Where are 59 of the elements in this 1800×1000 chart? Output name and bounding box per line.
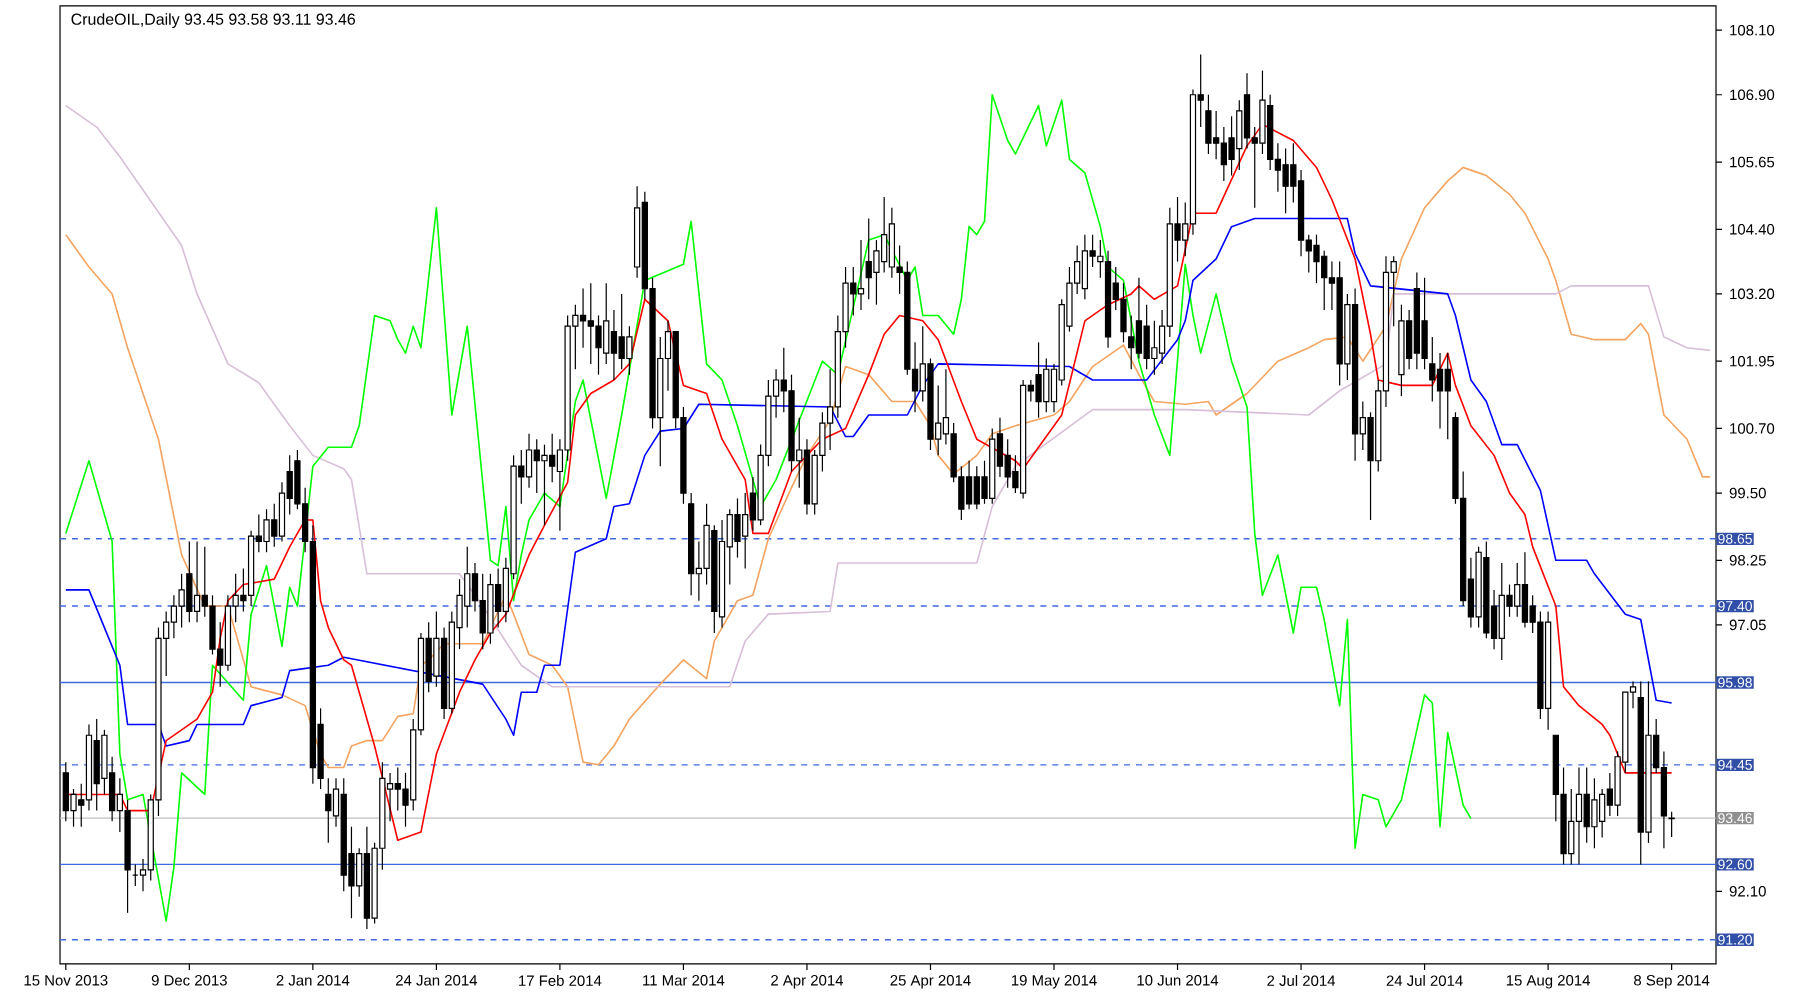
- candlestick: [865, 217, 872, 300]
- candlestick: [479, 573, 486, 650]
- candlestick: [1236, 99, 1243, 171]
- candlestick: [1228, 115, 1235, 177]
- candlestick: [93, 718, 100, 812]
- candlestick: [549, 433, 556, 483]
- candlestick: [595, 314, 602, 376]
- candlestick: [464, 546, 471, 629]
- candlestick: [1220, 126, 1227, 182]
- candlestick: [1313, 234, 1320, 284]
- candlestick: [587, 282, 594, 365]
- candlestick: [394, 766, 401, 812]
- candlestick: [1498, 562, 1505, 661]
- candlestick: [1444, 352, 1451, 440]
- candlestick: [193, 540, 201, 623]
- candlestick: [1429, 336, 1436, 403]
- candlestick: [1212, 110, 1220, 160]
- candlestick: [1321, 250, 1328, 311]
- candlestick: [533, 438, 540, 494]
- candlestick: [888, 207, 896, 279]
- candlestick: [186, 540, 193, 623]
- candlestick: [603, 282, 610, 365]
- candlestick: [1128, 314, 1135, 370]
- candlestick: [1282, 147, 1289, 214]
- candlestick: [626, 325, 633, 376]
- candlestick: [857, 239, 865, 311]
- candlestick: [1135, 277, 1143, 360]
- candlestick: [1081, 234, 1089, 300]
- line-series: [65, 104, 1712, 688]
- candlestick: [1205, 94, 1212, 155]
- candlestick: [1521, 551, 1529, 629]
- candlestick: [1259, 69, 1266, 155]
- candlestick: [1583, 766, 1590, 844]
- candlestick: [965, 460, 973, 510]
- candlestick: [1421, 277, 1428, 370]
- candlestick: [263, 508, 270, 553]
- line-series: [65, 93, 1472, 922]
- candlestick: [1514, 562, 1521, 618]
- candlestick: [610, 309, 618, 381]
- candlestick: [325, 777, 332, 844]
- candlestick: [1043, 357, 1050, 413]
- candlestick: [495, 567, 502, 629]
- candlestick: [1568, 788, 1575, 865]
- candlestick: [1575, 766, 1583, 865]
- candlestick: [873, 239, 880, 306]
- candlestick: [734, 497, 741, 559]
- candlestick: [579, 287, 587, 349]
- candlestick: [973, 465, 980, 510]
- candlestick: [1591, 777, 1598, 849]
- candlestick: [881, 196, 888, 273]
- candlestick: [1120, 282, 1127, 343]
- candlestick: [1035, 341, 1042, 419]
- candlestick: [1436, 352, 1444, 430]
- candlestick: [1599, 788, 1606, 839]
- candlestick: [742, 492, 749, 569]
- candlestick: [170, 594, 178, 639]
- candlestick: [1243, 72, 1251, 150]
- candlestick: [525, 433, 533, 489]
- candlestick: [541, 444, 548, 526]
